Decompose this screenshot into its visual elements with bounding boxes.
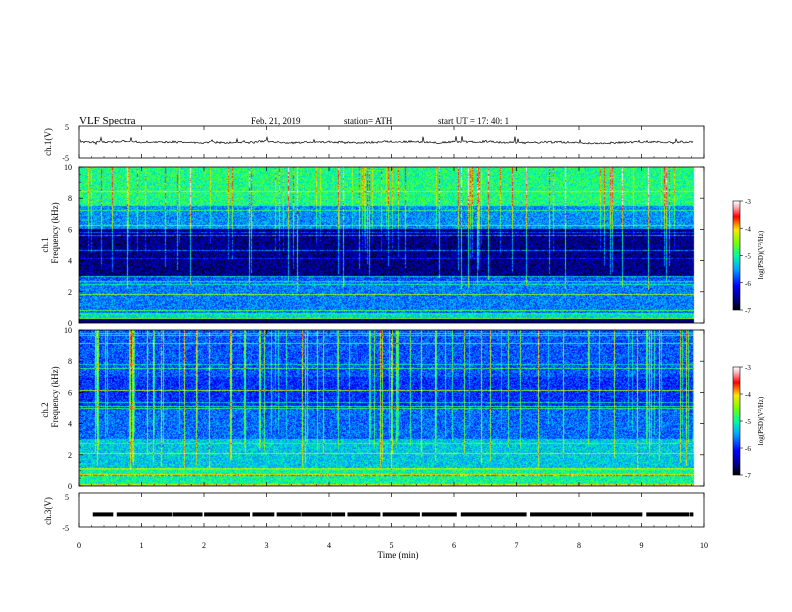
- colorbar-tick-label: -3: [745, 198, 751, 206]
- ch1-ytick-bottom: -5: [62, 154, 69, 163]
- ch3-trace-segment: [646, 512, 690, 517]
- x-tick-label: 8: [577, 541, 581, 550]
- y-tick-label: 6: [68, 225, 72, 234]
- colorbar-tick-label: -3: [745, 364, 751, 372]
- ch3-waveform-panel: 5 -5 ch.3(V): [43, 492, 705, 533]
- figure-title: VLF Spectra: [79, 115, 136, 127]
- ch3-trace-segment: [460, 512, 527, 517]
- ch1-spectrogram-ylabel-channel: ch.1: [40, 237, 50, 252]
- ch1-colorbar: -3 -4 -5 -6 -7 log(PSD)(V²/Hz): [732, 198, 765, 315]
- y-tick-label: 6: [68, 388, 72, 397]
- ch1-waveform-trace: [79, 135, 694, 146]
- ch3-trace-segment: [530, 512, 591, 517]
- ch3-trace-segment: [116, 512, 173, 517]
- ch2-spectrogram-panel: 0 2 4 6 8 10 ch.2 Frequency (kHz): [40, 326, 705, 491]
- x-axis-ticks: 0 1 2 3 4 5 6 7 8 9 10: [77, 126, 708, 550]
- ch3-trace-segment: [92, 512, 114, 517]
- y-tick-label: 10: [64, 163, 72, 172]
- x-tick-label: 4: [327, 541, 331, 550]
- x-tick-label: 2: [202, 541, 206, 550]
- ch3-trace-segment: [331, 512, 346, 517]
- y-tick-label: 2: [68, 451, 72, 460]
- colorbar-tick-label: -5: [745, 253, 751, 261]
- x-tick-label: 5: [390, 541, 394, 550]
- ch1-spectrogram-ylabel-freq: Frequency (kHz): [50, 202, 60, 263]
- ch3-trace-segment: [689, 512, 694, 517]
- figure-station: station= ATH: [344, 116, 393, 126]
- colorbar-tick-label: -4: [745, 225, 751, 233]
- ch1-spectrogram-panel: 0 2 4 6 8 10 ch.1 Frequency (kHz): [40, 163, 705, 328]
- ch3-trace-segment: [172, 512, 203, 517]
- ch3-trace-segment: [421, 512, 457, 517]
- y-tick-label: 4: [68, 420, 72, 429]
- ch3-trace-segment: [382, 512, 420, 517]
- ch1-waveform-ylabel: ch.1(V): [43, 128, 53, 156]
- ch3-trace-segment: [301, 512, 332, 517]
- ch3-ytick-bottom: -5: [62, 524, 69, 533]
- colorbar-tick-label: -6: [745, 280, 751, 288]
- x-tick-label: 9: [640, 541, 644, 550]
- y-tick-label: 10: [64, 326, 72, 335]
- ch2-colorbar-ticks: -3 -4 -5 -6 -7: [740, 364, 751, 480]
- ch2-colorbar: -3 -4 -5 -6 -7 log(PSD)(V²/Hz): [732, 364, 765, 480]
- x-tick-label: 10: [700, 541, 708, 550]
- ch3-trace-segment: [347, 512, 381, 517]
- x-axis-label: Time (min): [378, 550, 419, 560]
- colorbar-tick-label: -7: [745, 307, 751, 315]
- y-tick-label: 0: [68, 319, 72, 328]
- ch2-colorbar-label: log(PSD)(V²/Hz): [757, 396, 765, 445]
- figure-start-time: start UT = 17: 40: 1: [438, 116, 509, 126]
- x-tick-label: 1: [140, 541, 144, 550]
- ch2-spectrogram-ylabel-channel: ch.2: [40, 402, 50, 417]
- figure-date: Feb. 21, 2019: [251, 116, 301, 126]
- ch1-spectrogram-image: [79, 167, 704, 323]
- x-tick-label: 0: [77, 541, 81, 550]
- x-tick-label: 3: [265, 541, 269, 550]
- colorbar-tick-label: -6: [745, 445, 751, 453]
- ch1-yticks: 0 2 4 6 8 10: [64, 163, 704, 328]
- y-tick-label: 8: [68, 194, 72, 203]
- y-tick-label: 4: [68, 257, 72, 266]
- colorbar-tick-label: -5: [745, 418, 751, 426]
- colorbar-tick-label: -4: [745, 391, 751, 399]
- ch3-waveform-ylabel: ch.3(V): [43, 497, 53, 525]
- y-tick-label: 0: [68, 482, 72, 491]
- y-tick-label: 8: [68, 357, 72, 366]
- y-tick-label: 2: [68, 288, 72, 297]
- ch3-waveform-frame: [78, 492, 705, 528]
- ch3-trace-segment: [591, 512, 643, 517]
- x-tick-label: 7: [515, 541, 519, 550]
- ch3-trace-segment: [252, 512, 275, 517]
- ch3-ytick-top: 5: [65, 493, 69, 502]
- ch2-spectrogram-image: [79, 330, 704, 486]
- ch1-waveform-panel: 5 -5 ch.1(V): [43, 123, 705, 163]
- ch2-spectrogram-ylabel-freq: Frequency (kHz): [50, 366, 60, 427]
- ch1-colorbar-ticks: -3 -4 -5 -6 -7: [740, 198, 751, 315]
- ch1-colorbar-label: log(PSD)(V²/Hz): [757, 230, 765, 279]
- ch1-ytick-top: 5: [65, 123, 69, 132]
- ch2-yticks: 0 2 4 6 8 10: [64, 326, 704, 491]
- ch3-waveform-trace: [92, 512, 694, 517]
- colorbar-tick-label: -7: [745, 472, 751, 480]
- x-tick-label: 6: [452, 541, 456, 550]
- ch3-trace-segment: [204, 512, 251, 517]
- ch3-trace-segment: [276, 512, 301, 517]
